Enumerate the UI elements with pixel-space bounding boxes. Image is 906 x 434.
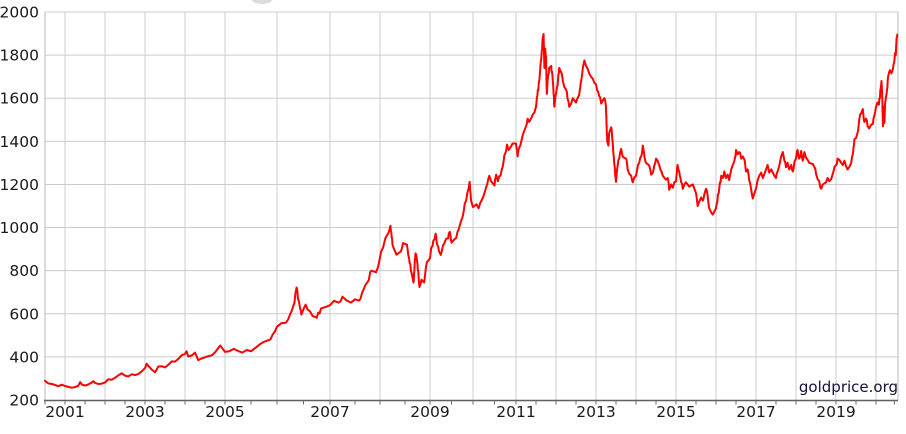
y-axis-label: 800: [9, 262, 39, 280]
y-axis-label: 1000: [0, 219, 39, 237]
x-axis-label: 2009: [410, 403, 449, 421]
y-axis-label: 600: [9, 305, 39, 323]
x-axis-label: 2017: [736, 403, 775, 421]
x-axis-label: 2015: [656, 403, 695, 421]
x-axis-label: 2011: [496, 403, 535, 421]
y-axis-label: 1600: [0, 90, 39, 108]
cropped-title-artifact: [252, 0, 272, 4]
watermark-goldprice: goldprice.org: [798, 378, 898, 396]
x-axis-label: 2007: [310, 403, 349, 421]
x-axis-label: 2005: [205, 403, 244, 421]
y-axis-label: 2000: [0, 4, 39, 22]
gold-price-line: [44, 33, 899, 389]
x-axis-label: 2003: [125, 403, 164, 421]
y-axis-label: 1200: [0, 176, 39, 194]
x-axis-label: 2013: [576, 403, 615, 421]
y-axis-label: 1800: [0, 47, 39, 65]
y-axis-label: 400: [9, 348, 39, 366]
x-axis-label: 2019: [816, 403, 855, 421]
x-axis-label: 2001: [45, 403, 84, 421]
y-axis-label: 200: [9, 392, 39, 410]
y-axis-label: 1400: [0, 133, 39, 151]
